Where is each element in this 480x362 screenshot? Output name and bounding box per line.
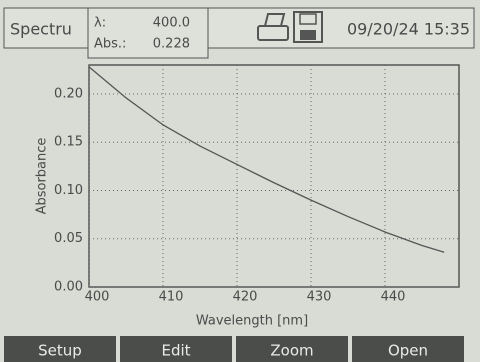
- x-tick-label: 430: [307, 290, 332, 305]
- y-tick-label: 0.20: [54, 86, 83, 101]
- x-tick-label: 420: [233, 290, 258, 305]
- y-tick-label: 0.15: [54, 135, 83, 150]
- x-tick-label: 400: [85, 290, 110, 305]
- y-tick-label: 0.00: [54, 280, 83, 295]
- lambda-label: λ:: [94, 16, 106, 31]
- button-label: Edit: [161, 342, 190, 360]
- menu-button[interactable]: Edit: [120, 336, 232, 362]
- menu-button[interactable]: Zoom: [236, 336, 348, 362]
- y-tick-label: 0.05: [54, 231, 83, 246]
- x-tick-label: 410: [159, 290, 184, 305]
- page: Spectru λ: 400.0 Abs.: 0.228 09/20/24 15…: [0, 0, 480, 362]
- abs-label: Abs.:: [94, 37, 126, 52]
- abs-value: 0.228: [153, 37, 190, 52]
- y-axis-label: Absorbance: [35, 138, 50, 215]
- background: [0, 0, 480, 362]
- save-icon[interactable]: [294, 12, 322, 42]
- menu-button[interactable]: Open: [352, 336, 464, 362]
- x-tick-label: 440: [381, 290, 406, 305]
- y-tick-label: 0.10: [54, 183, 83, 198]
- floppy-shutter: [300, 30, 316, 40]
- x-axis-label: Wavelength [nm]: [196, 314, 308, 329]
- button-label: Zoom: [270, 342, 313, 360]
- button-label: Setup: [38, 342, 82, 360]
- datetime: 09/20/24 15:35: [347, 20, 470, 39]
- button-label: Open: [388, 342, 428, 360]
- menu-button[interactable]: Setup: [4, 336, 116, 362]
- lambda-value: 400.0: [153, 16, 190, 31]
- screen-title: Spectru: [10, 20, 72, 39]
- screen: Spectru λ: 400.0 Abs.: 0.228 09/20/24 15…: [0, 0, 480, 362]
